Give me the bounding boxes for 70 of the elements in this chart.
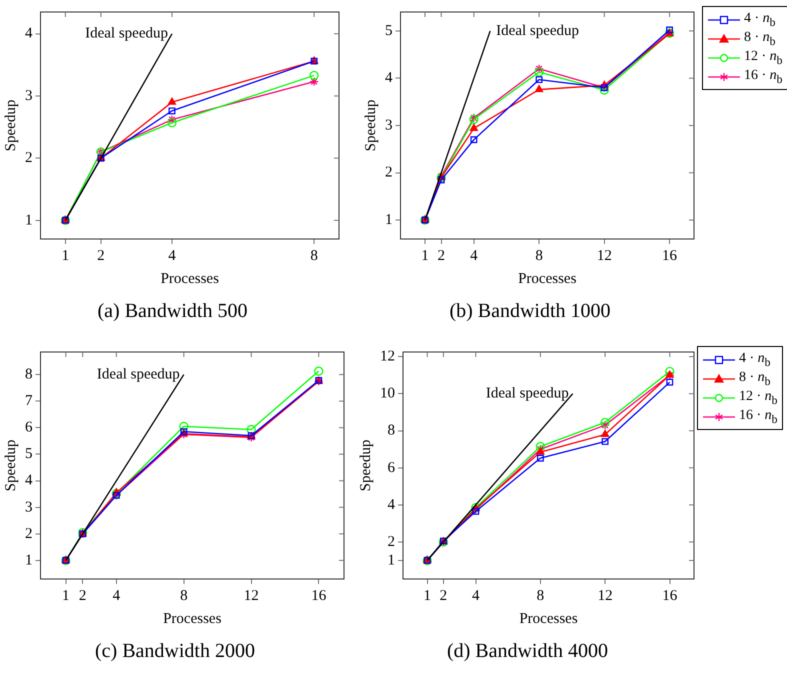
y-tick-label: 4 — [385, 70, 393, 86]
y-tick-label: 4 — [25, 472, 33, 489]
y-tick-label: 10 — [380, 386, 395, 402]
text: (b) Bandwidth 1000 — [448, 300, 612, 323]
x-tick-label: 12 — [598, 588, 613, 604]
legend-label: 12 · n$_{b}$ — [744, 48, 782, 66]
x-tick-label: 16 — [311, 588, 327, 604]
x-tick-label: 4 — [470, 248, 478, 264]
x-tick-label: 2 — [78, 588, 86, 604]
y-tick-label: 2 — [385, 164, 392, 181]
y-tick-label: 3 — [385, 117, 392, 134]
y-tick-label: 1 — [25, 212, 32, 228]
x-tick-label: 2 — [97, 248, 105, 264]
y-tick-label: 8 — [25, 366, 32, 383]
y-tick-label: 2 — [25, 150, 32, 166]
y-tick-label: 2 — [25, 526, 32, 542]
y-tick-label: 4 — [25, 26, 33, 42]
x-tick-label: 8 — [535, 248, 543, 264]
y-axis-title: Speedup — [358, 440, 374, 492]
annotation: Ideal speedup — [96, 366, 180, 383]
y-tick-label: 6 — [388, 460, 396, 476]
y-tick-label: 4 — [388, 496, 396, 513]
y-tick-label: 1 — [25, 552, 32, 568]
x-tick-label: 16 — [662, 248, 678, 264]
y-tick-label: 6 — [25, 420, 33, 436]
y-tick-label: 7 — [25, 393, 33, 410]
x-tick-label: 8 — [310, 248, 318, 264]
x-axis-title: Processes — [519, 610, 578, 627]
legend-label: 4 · n$_{b}$ — [739, 350, 770, 368]
y-tick-label: 1 — [388, 552, 395, 568]
y-tick-label: 8 — [388, 422, 395, 439]
text: (a) Bandwidth 500 — [96, 300, 248, 323]
annotation: Ideal speedup — [496, 22, 580, 39]
y-tick-label: 12 — [380, 348, 395, 365]
annotation: Ideal speedup — [85, 26, 168, 42]
x-tick-label: 8 — [180, 588, 188, 604]
text: (d) Bandwidth 4000 — [446, 640, 610, 663]
annotation: Ideal speedup — [486, 386, 569, 402]
y-axis-title: Speedup — [2, 440, 19, 492]
x-axis-title: Processes — [160, 270, 220, 287]
y-axis-title: Speedup — [362, 100, 379, 152]
x-tick-label: 12 — [596, 248, 612, 264]
y-axis-title: Speedup — [2, 100, 19, 152]
legend-label: 4 · n$_{b}$ — [744, 10, 776, 28]
y-tick-label: 5 — [25, 446, 32, 462]
x-tick-label: 4 — [472, 588, 480, 604]
x-tick-label: 4 — [168, 248, 176, 264]
y-tick-label: 3 — [25, 88, 32, 104]
legend-label: 12 · n$_{b}$ — [739, 388, 778, 406]
x-tick-label: 1 — [424, 588, 431, 604]
y-tick-label: 2 — [388, 534, 395, 550]
legend-label: 16 · n$_{b}$ — [739, 408, 778, 426]
x-tick-label: 12 — [244, 588, 259, 604]
x-tick-label: 2 — [440, 588, 448, 604]
x-tick-label: 4 — [112, 588, 121, 604]
x-tick-label: 16 — [662, 588, 678, 604]
legend-label: 16 · n$_{b}$ — [744, 68, 782, 86]
x-tick-label: 1 — [62, 248, 70, 264]
x-axis-title: Processes — [163, 610, 222, 627]
x-axis-title: Processes — [518, 270, 577, 287]
legend-label: 8 · n$_{b}$ — [744, 30, 776, 48]
y-tick-label: 3 — [25, 499, 32, 516]
text: (c) Bandwidth 2000 — [94, 640, 256, 663]
y-tick-label: 1 — [385, 212, 392, 228]
legend-label: 8 · n$_{b}$ — [739, 370, 770, 388]
x-tick-label: 2 — [438, 248, 446, 264]
x-tick-label: 1 — [62, 588, 70, 604]
x-tick-label: 8 — [536, 588, 544, 604]
y-tick-label: 5 — [385, 22, 392, 39]
x-tick-label: 1 — [421, 248, 429, 264]
